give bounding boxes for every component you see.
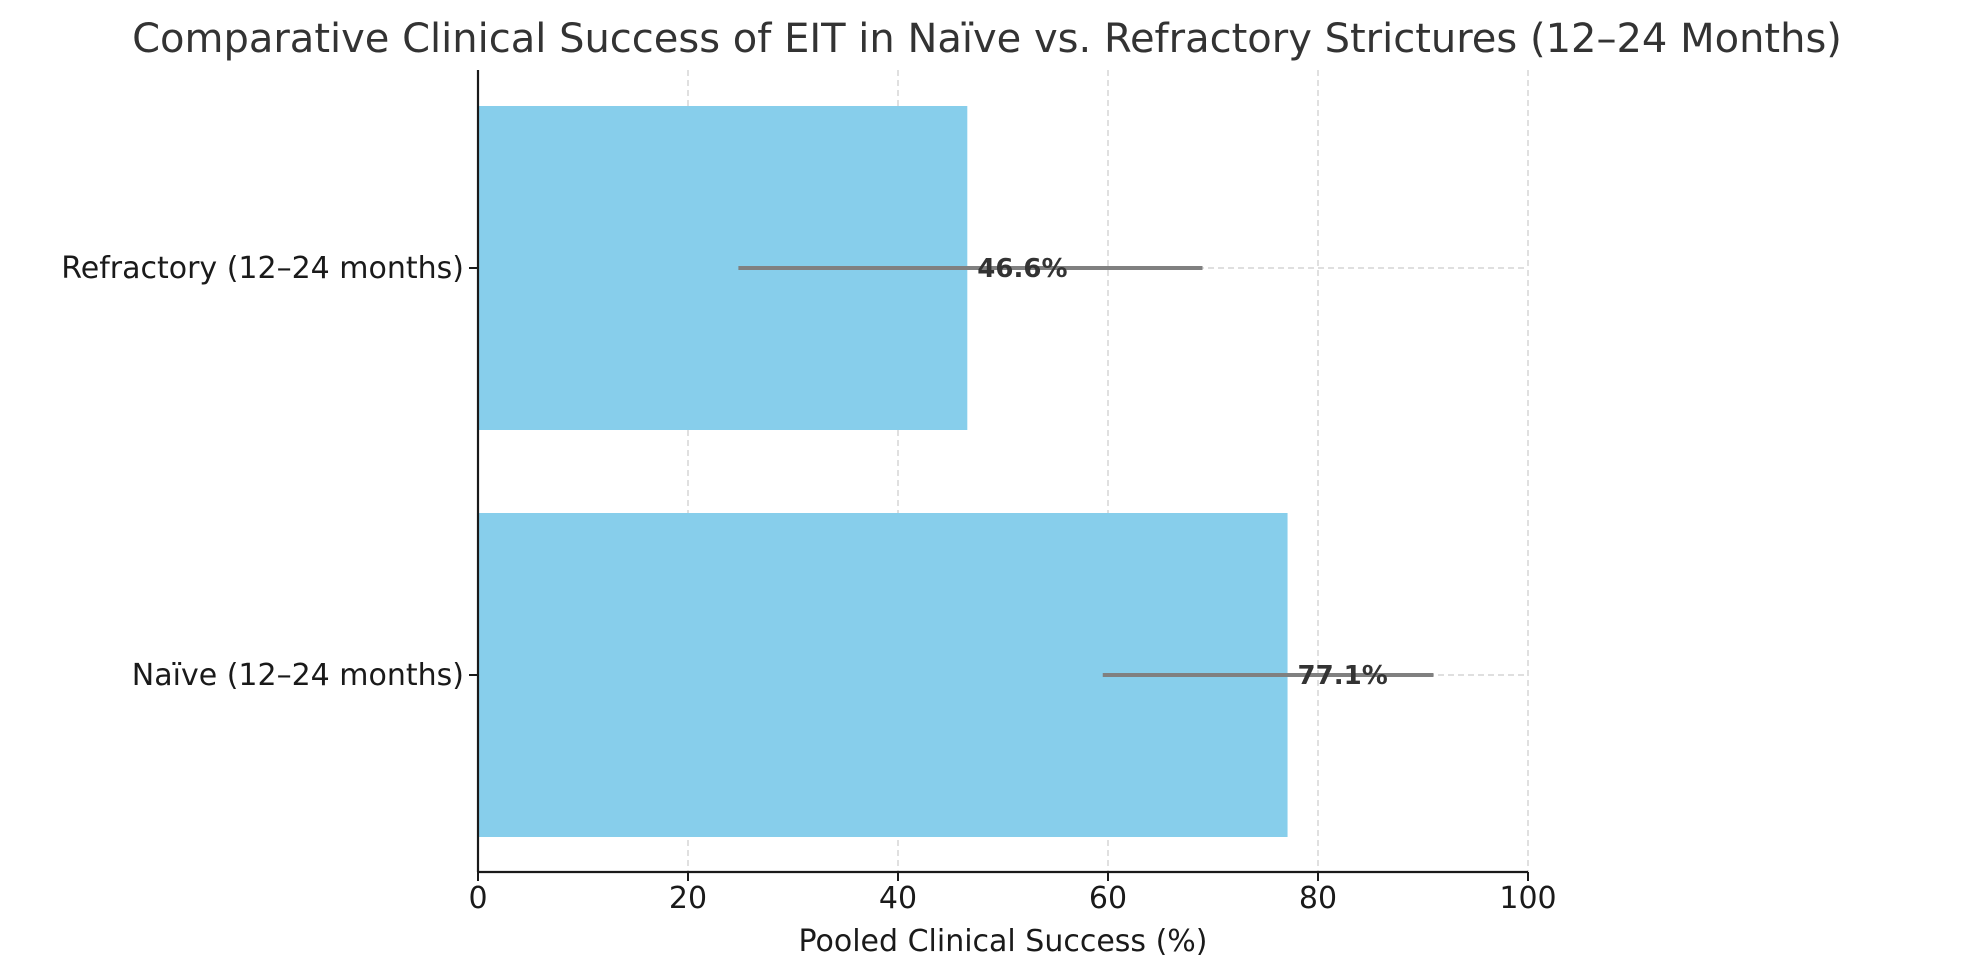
x-tick-label: 20 bbox=[669, 881, 707, 916]
bars bbox=[478, 106, 1434, 837]
data-label: 46.6% bbox=[977, 254, 1067, 284]
data-labels: 77.1% 46.6% bbox=[977, 254, 1387, 691]
data-label: 77.1% bbox=[1298, 661, 1388, 691]
x-axis-title: Pooled Clinical Success (%) bbox=[798, 924, 1207, 959]
y-tick-label: Naïve (12–24 months) bbox=[132, 658, 464, 693]
chart-title: Comparative Clinical Success of EIT in N… bbox=[132, 16, 1842, 62]
axes: 0 20 40 60 80 100 Naïve (12–24 months) Refracto… bbox=[61, 70, 1557, 916]
x-tick-label: 80 bbox=[1299, 881, 1337, 916]
y-tick-label: Refractory (12–24 months) bbox=[61, 251, 464, 286]
x-tick-label: 60 bbox=[1089, 881, 1127, 916]
x-tick-label: 0 bbox=[468, 881, 487, 916]
x-tick-label: 100 bbox=[1499, 881, 1556, 916]
x-tick-label: 40 bbox=[879, 881, 917, 916]
